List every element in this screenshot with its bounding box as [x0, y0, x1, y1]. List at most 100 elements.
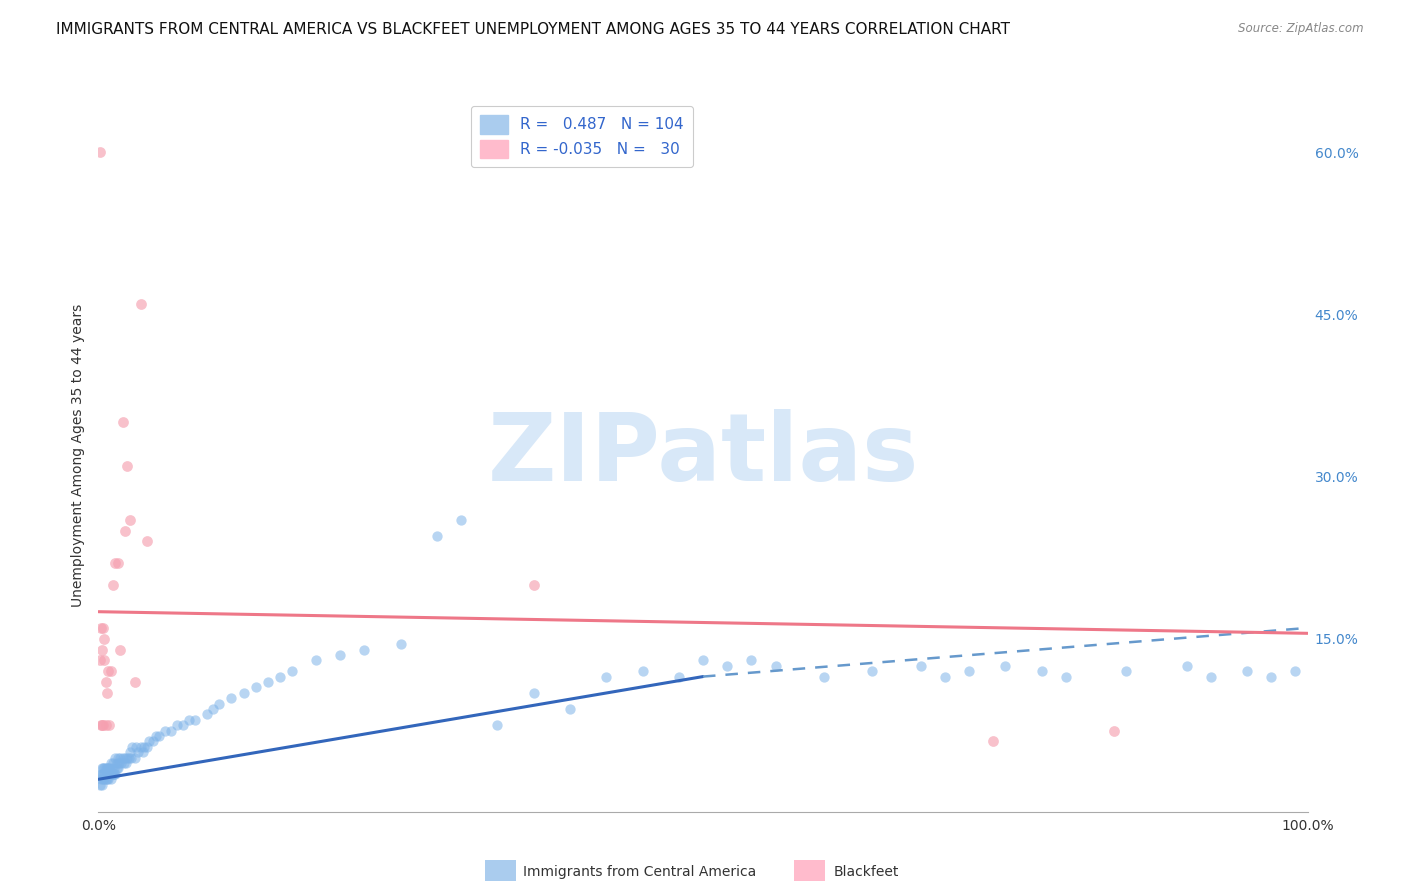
Point: [353, 642, 375, 657]
Point: [93, 762, 115, 776]
Point: [112, 756, 135, 770]
Point: [389, 637, 412, 651]
Point: [91, 718, 114, 732]
Point: [813, 669, 835, 683]
Point: [1284, 664, 1306, 678]
Point: [523, 577, 546, 591]
Point: [94, 675, 117, 690]
Point: [1115, 664, 1137, 678]
Point: [100, 664, 122, 678]
Point: [716, 658, 738, 673]
Point: [103, 767, 125, 781]
Point: [91, 718, 114, 732]
Point: [96, 686, 118, 700]
Point: [98, 762, 121, 776]
Point: [93, 632, 115, 646]
Point: [117, 458, 139, 473]
Point: [910, 658, 932, 673]
Point: [96, 772, 118, 787]
Point: [127, 745, 149, 759]
Point: [184, 713, 207, 727]
Point: [740, 653, 762, 667]
Point: [91, 621, 114, 635]
Point: [202, 702, 225, 716]
Point: [94, 762, 117, 776]
Point: [91, 642, 114, 657]
Point: [1054, 669, 1077, 683]
Point: [107, 762, 129, 776]
Legend: R =   0.487   N = 104, R = -0.035   N =   30: R = 0.487 N = 104, R = -0.035 N = 30: [471, 106, 693, 168]
Point: [101, 756, 124, 770]
Point: [91, 762, 114, 776]
Point: [129, 739, 152, 754]
Point: [145, 729, 167, 743]
Point: [111, 750, 134, 764]
Point: [114, 524, 136, 538]
Text: ZIPatlas: ZIPatlas: [488, 409, 918, 501]
Point: [631, 664, 654, 678]
Point: [232, 686, 254, 700]
Point: [256, 675, 278, 690]
Point: [94, 718, 117, 732]
Point: [100, 767, 122, 781]
Point: [100, 756, 122, 770]
Point: [166, 718, 188, 732]
Point: [994, 658, 1017, 673]
Point: [96, 767, 118, 781]
Point: [595, 669, 617, 683]
Point: [120, 750, 142, 764]
Point: [91, 772, 114, 787]
Point: [245, 681, 267, 695]
Text: IMMIGRANTS FROM CENTRAL AMERICA VS BLACKFEET UNEMPLOYMENT AMONG AGES 35 TO 44 YE: IMMIGRANTS FROM CENTRAL AMERICA VS BLACK…: [56, 22, 1011, 37]
Point: [153, 723, 176, 738]
Point: [124, 675, 146, 690]
Point: [104, 750, 127, 764]
Point: [110, 756, 132, 770]
Point: [486, 718, 509, 732]
Point: [450, 513, 472, 527]
Point: [269, 669, 291, 683]
Point: [117, 750, 139, 764]
Point: [281, 664, 304, 678]
Point: [91, 767, 114, 781]
Point: [124, 750, 146, 764]
Point: [89, 653, 111, 667]
Point: [981, 734, 1004, 748]
Point: [100, 772, 122, 787]
Point: [100, 762, 122, 776]
Text: Blackfeet: Blackfeet: [834, 865, 898, 880]
Text: Immigrants from Central America: Immigrants from Central America: [523, 865, 756, 880]
Point: [208, 697, 231, 711]
Point: [89, 778, 111, 792]
Point: [103, 762, 125, 776]
Point: [98, 718, 121, 732]
Point: [142, 734, 165, 748]
Point: [104, 767, 127, 781]
Point: [1260, 669, 1282, 683]
Point: [104, 556, 127, 570]
Point: [91, 767, 114, 781]
Point: [523, 686, 546, 700]
Point: [107, 750, 129, 764]
Point: [118, 750, 141, 764]
Point: [558, 702, 581, 716]
Point: [329, 648, 352, 662]
Point: [101, 767, 124, 781]
Point: [101, 577, 124, 591]
Point: [94, 772, 117, 787]
Point: [108, 756, 131, 770]
Point: [121, 739, 143, 754]
Point: [96, 762, 118, 776]
Point: [90, 621, 112, 635]
Point: [118, 513, 141, 527]
Point: [692, 653, 714, 667]
Point: [97, 664, 120, 678]
Point: [93, 653, 115, 667]
Point: [90, 772, 112, 787]
Point: [97, 772, 120, 787]
Point: [93, 767, 115, 781]
Point: [195, 707, 218, 722]
Point: [118, 745, 141, 759]
Point: [91, 778, 114, 792]
Point: [105, 762, 128, 776]
